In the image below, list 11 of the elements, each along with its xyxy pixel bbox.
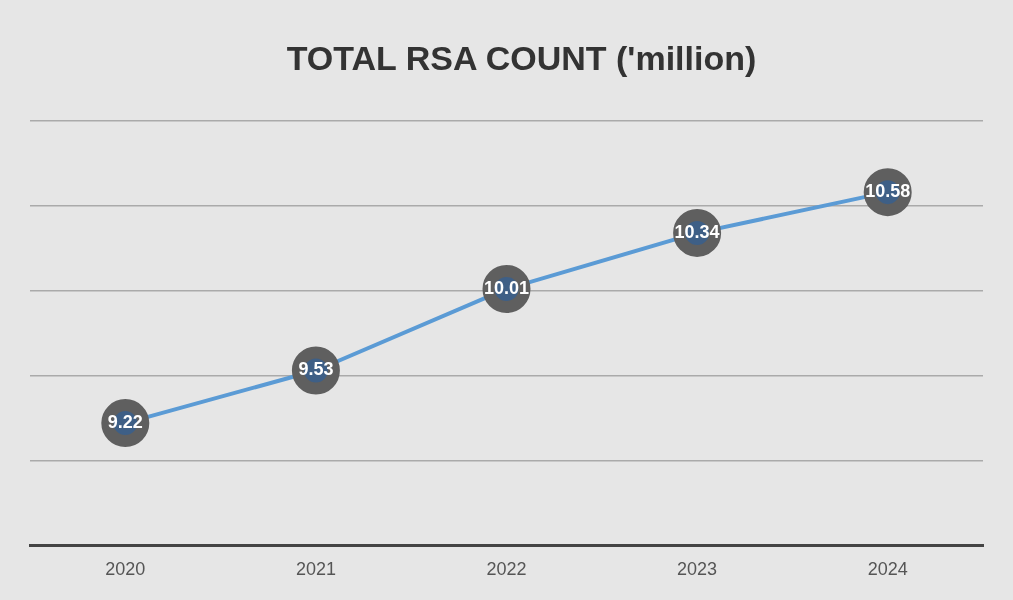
data-label: 9.22: [107, 412, 143, 433]
x-tick-label: 2020: [105, 559, 146, 580]
x-tick-label: 2021: [295, 559, 336, 580]
data-label: 9.53: [298, 359, 334, 380]
data-label: 10.58: [865, 181, 911, 202]
x-tick-label: 2022: [486, 559, 527, 580]
data-label: 10.34: [674, 221, 720, 242]
data-label: 10.01: [483, 277, 530, 298]
x-tick-label: 2024: [867, 559, 908, 580]
chart-title: TOTAL RSA COUNT ('million): [286, 38, 757, 77]
x-tick-label: 2023: [677, 559, 718, 580]
